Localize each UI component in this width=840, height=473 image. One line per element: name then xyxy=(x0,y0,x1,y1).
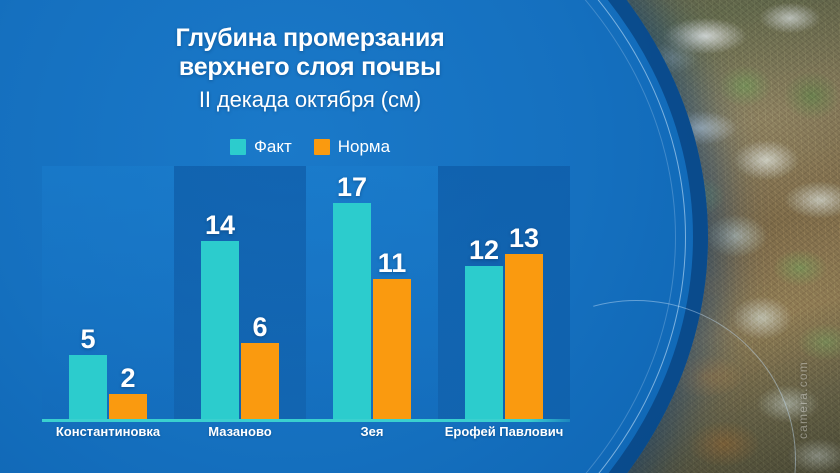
bar-value-label: 14 xyxy=(204,210,236,240)
category-label: Зея xyxy=(360,424,384,439)
bar-fill xyxy=(241,343,279,419)
chart-legend: Факт Норма xyxy=(0,137,620,157)
bar-fact[interactable]: 12 xyxy=(465,237,503,419)
legend-swatch-norma xyxy=(313,139,330,155)
bar-fill xyxy=(109,394,147,419)
chart-group-bands xyxy=(42,166,570,419)
bar-value-label: 5 xyxy=(80,324,96,354)
bar-fact[interactable]: 14 xyxy=(201,212,239,419)
bar-value-label: 13 xyxy=(508,223,540,253)
title-line-1: Глубина промерзания xyxy=(175,24,445,52)
legend-item-fact: Факт xyxy=(229,137,292,157)
bar-fill xyxy=(465,266,503,419)
legend-swatch-fact xyxy=(229,139,246,155)
chart-plot-area: 5 2 14 6 17 11 12 13 xyxy=(42,166,570,419)
title-subtitle: II декада октября (см) xyxy=(198,86,422,112)
bar-norma[interactable]: 2 xyxy=(109,365,147,419)
panel-hairline-arc xyxy=(0,0,686,473)
bar-norma[interactable]: 13 xyxy=(505,225,543,419)
bar-fill xyxy=(201,241,239,419)
legend-label-fact: Факт xyxy=(253,137,292,156)
panel-hairline-arc-secondary xyxy=(0,0,676,473)
bar-group: 12 13 xyxy=(438,166,570,419)
bar-chart: 5 2 14 6 17 11 12 13 xyxy=(42,166,570,422)
category-label: Ерофей Павлович xyxy=(444,424,564,439)
bar-fill xyxy=(505,254,543,419)
bar-group: 14 6 xyxy=(174,166,306,419)
chart-band-0 xyxy=(42,166,174,419)
chart-band-3 xyxy=(438,166,570,419)
chart-band-1 xyxy=(174,166,306,419)
chart-title-block: Глубина промерзания верхнего слоя почвы … xyxy=(0,24,620,113)
bar-value-label: 6 xyxy=(252,312,268,342)
bar-value-label: 11 xyxy=(377,248,407,278)
bar-value-label: 2 xyxy=(120,363,136,393)
legend-label-norma: Норма xyxy=(337,137,391,156)
bar-norma[interactable]: 6 xyxy=(241,314,279,419)
chart-band-2 xyxy=(306,166,438,419)
bar-value-label: 17 xyxy=(336,172,368,202)
bar-value-label: 12 xyxy=(468,235,500,265)
chart-category-labels: Константиновка Мазаново Зея Ерофей Павлович xyxy=(42,424,570,444)
bar-fill xyxy=(333,203,371,419)
bar-norma[interactable]: 11 xyxy=(373,250,411,419)
category-label: Константиновка xyxy=(55,424,161,439)
bar-group: 17 11 xyxy=(306,166,438,419)
bar-fill xyxy=(373,279,411,419)
title-line-2: верхнего слоя почвы xyxy=(178,52,442,81)
bar-fact[interactable]: 5 xyxy=(69,326,107,419)
chart-baseline-axis xyxy=(42,419,570,422)
category-label: Мазаново xyxy=(208,424,272,439)
bar-fill xyxy=(69,355,107,419)
legend-item-norma: Норма xyxy=(313,137,391,157)
bar-fact[interactable]: 17 xyxy=(333,174,371,419)
